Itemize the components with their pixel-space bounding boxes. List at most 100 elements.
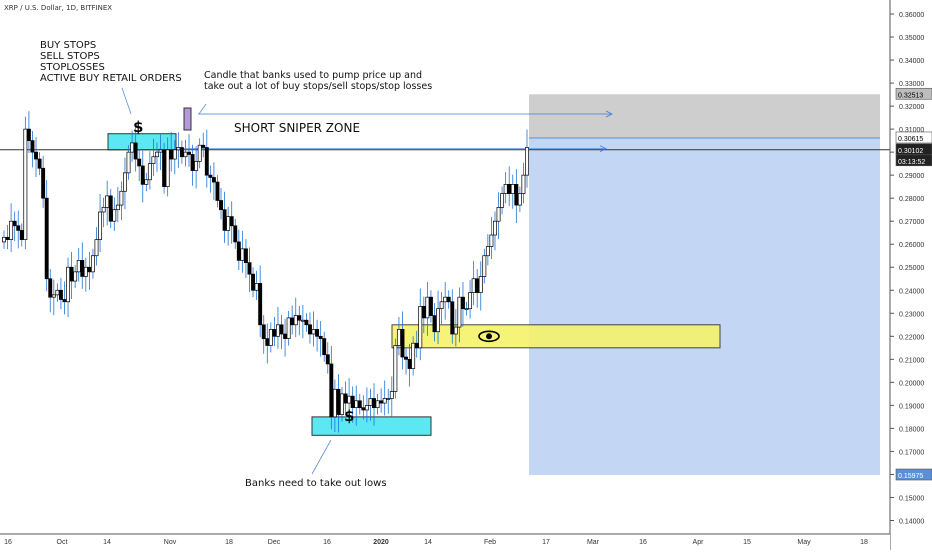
- left-annotation: BUY STOPS SELL STOPS STOPLOSSES ACTIVE B…: [40, 40, 182, 84]
- chart-title: XRP / U.S. Dollar, 1D, BITFINEX: [4, 4, 113, 12]
- candle-body: [83, 266, 88, 277]
- candle-body: [404, 356, 408, 360]
- candle-body: [158, 149, 163, 153]
- candle-body: [461, 296, 465, 310]
- time-axis: [0, 534, 890, 550]
- candle-body: [443, 296, 448, 303]
- candle-body: [482, 255, 487, 277]
- candle-body: [204, 147, 209, 176]
- candle-body: [493, 220, 497, 236]
- candle-body: [23, 128, 28, 240]
- candle-body: [347, 395, 352, 404]
- x-tick-label: 18: [225, 539, 233, 546]
- x-tick-label: Nov: [164, 539, 177, 546]
- x-tick-label: 18: [860, 539, 868, 546]
- pointer-arrow: [121, 87, 132, 115]
- candle-body: [393, 345, 398, 392]
- candle-body: [496, 207, 501, 222]
- eye-pupil-icon: [486, 333, 492, 340]
- upper-liquidity-box: [107, 133, 177, 151]
- candle-body: [176, 147, 181, 151]
- candle-body: [115, 204, 120, 211]
- candle-body: [112, 209, 117, 222]
- candle-body: [414, 342, 419, 349]
- candle-body: [194, 160, 199, 171]
- candle-body: [247, 262, 252, 275]
- arrow-head-icon: [605, 110, 613, 118]
- pointer-arrow: [198, 103, 207, 115]
- candle-body: [201, 144, 206, 148]
- countdown-tag: [895, 154, 932, 167]
- x-tick-label: 16: [639, 539, 647, 546]
- candle-body: [215, 181, 220, 201]
- candle-body: [133, 142, 138, 160]
- price-tag-last-text: 0.30102: [898, 148, 923, 155]
- candle-body: [254, 283, 259, 291]
- candle-body: [507, 184, 512, 194]
- candle-body: [325, 354, 330, 365]
- candle-body: [19, 230, 24, 240]
- candle-body: [211, 177, 216, 183]
- candle-body: [16, 225, 21, 231]
- eye-icon: [478, 330, 500, 343]
- stop-zone: [529, 94, 880, 138]
- countdown-tag-text: 03:13:52: [898, 159, 925, 166]
- candle-body: [425, 296, 430, 319]
- candle-body: [439, 301, 444, 310]
- candle-body: [450, 301, 455, 335]
- candle-body: [475, 278, 480, 293]
- candle-body: [73, 271, 78, 282]
- candle-body: [436, 308, 441, 333]
- candle-body: [147, 163, 152, 181]
- y-tick-label: 0.22000: [899, 334, 924, 341]
- candle-body: [453, 326, 458, 335]
- candle-body: [315, 329, 320, 337]
- candle-body: [41, 167, 46, 199]
- candle-body: [140, 165, 145, 185]
- candle-body: [12, 220, 17, 227]
- candle-body: [471, 278, 476, 293]
- candle-body: [489, 234, 494, 247]
- annotation-line: STOPLOSSES: [40, 62, 105, 73]
- candle-body: [229, 216, 234, 227]
- candle-body: [144, 179, 149, 185]
- y-tick-label: 0.33000: [899, 81, 924, 88]
- candle-body: [389, 391, 394, 399]
- candle-body: [407, 358, 412, 369]
- candle-body: [58, 289, 63, 300]
- candle-body: [34, 151, 38, 160]
- candle-body: [233, 225, 238, 243]
- candle-body: [90, 255, 95, 273]
- candle-body: [37, 158, 42, 169]
- candle-body: [155, 151, 159, 158]
- candle-body: [190, 154, 195, 171]
- eye-zone: [391, 324, 721, 349]
- candle-body: [322, 338, 327, 356]
- candle-body: [428, 296, 433, 316]
- candle-body: [279, 324, 284, 335]
- candle-body: [119, 190, 124, 206]
- candle-body: [151, 156, 156, 164]
- y-tick-label: 0.36000: [899, 12, 924, 19]
- candle-body: [251, 273, 255, 291]
- candle-body: [411, 342, 416, 369]
- candle-body: [457, 296, 462, 328]
- x-tick-label: May: [797, 539, 811, 546]
- candle-body: [44, 197, 49, 280]
- candle-body: [126, 151, 131, 174]
- candle-body: [258, 283, 263, 326]
- candle-body: [446, 296, 451, 303]
- candle-body: [379, 400, 384, 404]
- candle-body: [350, 395, 355, 409]
- candle-body: [297, 315, 302, 321]
- candle-body: [222, 209, 227, 231]
- pump-candle-box: [183, 107, 192, 131]
- candle-body: [98, 211, 103, 240]
- candle-body: [236, 241, 241, 261]
- candle-body: [357, 400, 362, 409]
- y-tick-label: 0.15000: [899, 495, 924, 502]
- arrow-head-icon: [599, 145, 607, 153]
- candle-body: [364, 405, 369, 411]
